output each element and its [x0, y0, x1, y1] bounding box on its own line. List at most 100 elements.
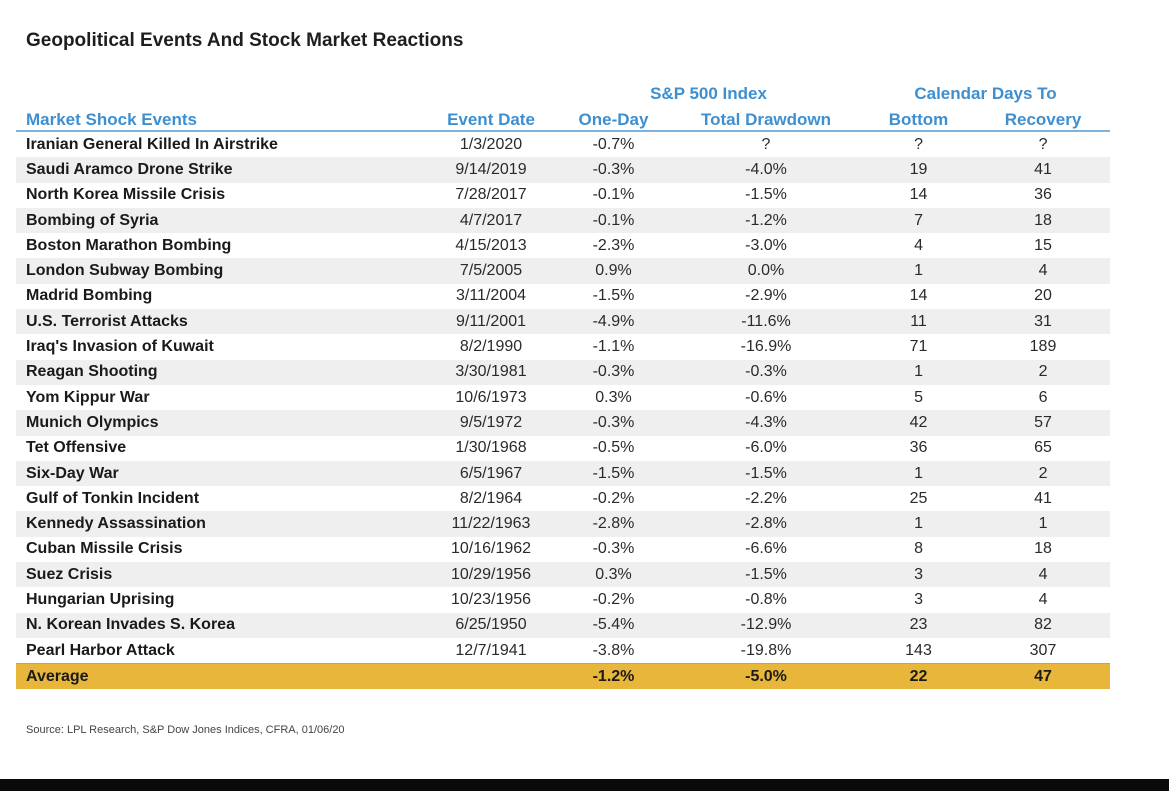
- event-date: 8/2/1990: [459, 338, 523, 356]
- one-day-change: -0.5%: [592, 439, 635, 457]
- one-day-change: -0.1%: [556, 207, 671, 234]
- column-header-recovery: Recovery: [976, 104, 1111, 132]
- days-to-bottom: 23: [861, 612, 977, 638]
- days-to-bottom: 36: [909, 439, 928, 457]
- event-date: 10/6/1973: [455, 388, 527, 406]
- one-day-change: -0.3%: [592, 540, 635, 558]
- one-day-change: -0.2%: [592, 489, 635, 507]
- event-date: 4/15/2013: [455, 236, 527, 254]
- table-row: Gulf of Tonkin Incident 8/2/1964 -0.2% -2.2…: [16, 486, 1110, 511]
- event-name: Saudi Aramco Drone Strike: [16, 157, 426, 183]
- days-to-recovery: 41: [1034, 489, 1052, 507]
- events-table: S&P 500 Index Calendar Days To Market Sh…: [16, 80, 1111, 690]
- column-header-one-day: One-Day: [556, 104, 671, 132]
- table-row: Tet Offensive 1/30/1968 -0.5% -6.0% 36 65: [16, 436, 1110, 461]
- days-to-bottom: 7: [861, 207, 977, 234]
- days-to-recovery: 4: [1038, 590, 1048, 608]
- one-day-change: -0.3%: [556, 157, 671, 183]
- days-to-recovery: 41: [976, 157, 1111, 183]
- event-name: Madrid Bombing: [26, 287, 153, 305]
- days-to-recovery: ?: [1038, 135, 1048, 153]
- table-row: Hungarian Uprising 10/23/1956 -0.2% -0.8% 3 4: [16, 587, 1110, 612]
- event-name: Cuban Missile Crisis: [26, 540, 183, 558]
- table-row: Bombing of Syria 4/7/2017 -0.1% -1.2% 7 18: [16, 207, 1111, 234]
- table-row: Reagan Shooting 3/30/1981 -0.3% -0.3% 1 2: [16, 359, 1111, 385]
- days-to-bottom: 5: [914, 388, 923, 406]
- event-date: 8/2/1964: [459, 489, 523, 507]
- total-drawdown: -2.9%: [745, 287, 787, 305]
- days-to-recovery: 1: [976, 511, 1111, 537]
- one-day-change: -3.8%: [592, 641, 635, 659]
- event-date: 10/29/1956: [426, 562, 556, 588]
- event-name: Iranian General Killed In Airstrike: [26, 135, 278, 153]
- one-day-change: 0.3%: [556, 562, 671, 588]
- days-to-bottom: ?: [914, 135, 923, 153]
- total-drawdown: -6.0%: [745, 439, 787, 457]
- days-to-bottom: 14: [909, 186, 928, 204]
- event-name: North Korea Missile Crisis: [26, 186, 226, 204]
- one-day-change: -2.8%: [556, 511, 671, 537]
- days-to-bottom: 1: [861, 460, 977, 487]
- days-to-recovery: 189: [1029, 338, 1057, 356]
- total-drawdown: -4.3%: [671, 410, 862, 436]
- total-drawdown: -0.3%: [671, 359, 862, 385]
- event-name: Reagan Shooting: [16, 359, 426, 385]
- days-to-recovery: 6: [1038, 388, 1048, 406]
- days-to-bottom: 11: [861, 309, 977, 335]
- event-name: U.S. Terrorist Attacks: [16, 309, 426, 335]
- total-drawdown: ?: [761, 135, 771, 153]
- days-to-recovery: 2: [976, 359, 1111, 385]
- one-day-change: -0.1%: [592, 186, 635, 204]
- table-row: North Korea Missile Crisis 7/28/2017 -0.1%…: [16, 183, 1110, 208]
- days-to-bottom: 4: [914, 236, 923, 254]
- group-header-calendar-days: Calendar Days To: [914, 84, 1057, 103]
- bottom-black-bar: [0, 779, 1169, 791]
- average-label: Average: [16, 663, 426, 690]
- source-note: Source: LPL Research, S&P Dow Jones Indi…: [26, 724, 345, 736]
- column-header-row: Market Shock Events Event Date One-Day T…: [16, 104, 1111, 132]
- events-table-container: S&P 500 Index Calendar Days To Market Sh…: [16, 80, 1111, 690]
- days-to-recovery: 36: [1034, 186, 1052, 204]
- total-drawdown: -0.8%: [745, 590, 787, 608]
- total-drawdown: -1.2%: [671, 207, 862, 234]
- average-one-day: -1.2%: [556, 663, 671, 690]
- event-date: 9/11/2001: [426, 309, 556, 335]
- event-name: Suez Crisis: [16, 562, 426, 588]
- total-drawdown: -6.6%: [745, 540, 787, 558]
- group-header-sp500: S&P 500 Index: [650, 84, 767, 103]
- group-header-spacer: [426, 80, 556, 104]
- event-date: 1/3/2020: [459, 135, 523, 153]
- days-to-bottom: 19: [861, 157, 977, 183]
- table-row: Yom Kippur War 10/6/1973 0.3% -0.6% 5 6: [16, 385, 1110, 410]
- days-to-recovery: 65: [1034, 439, 1052, 457]
- table-row: Madrid Bombing 3/11/2004 -1.5% -2.9% 14 20: [16, 284, 1110, 309]
- table-row: Munich Olympics 9/5/1972 -0.3% -4.3% 42 57: [16, 410, 1111, 436]
- days-to-recovery: 307: [1029, 641, 1057, 659]
- event-name: Kennedy Assassination: [16, 511, 426, 537]
- days-to-bottom: 14: [909, 287, 928, 305]
- total-drawdown: -16.9%: [740, 338, 792, 356]
- total-drawdown: -1.5%: [671, 460, 862, 487]
- average-bottom: 22: [861, 663, 977, 690]
- table-row: Iraq's Invasion of Kuwait 8/2/1990 -1.1% -1…: [16, 334, 1110, 359]
- table-row: Iranian General Killed In Airstrike 1/3/2…: [16, 131, 1110, 157]
- total-drawdown: -11.6%: [671, 309, 862, 335]
- event-date: 6/5/1967: [426, 460, 556, 487]
- event-date: 6/25/1950: [426, 612, 556, 638]
- days-to-bottom: 3: [861, 562, 977, 588]
- table-row: Suez Crisis 10/29/1956 0.3% -1.5% 3 4: [16, 562, 1111, 588]
- event-date: 12/7/1941: [455, 641, 527, 659]
- days-to-recovery: 4: [976, 562, 1111, 588]
- average-row: Average -1.2% -5.0% 22 47: [16, 663, 1111, 690]
- event-date: 7/28/2017: [455, 186, 527, 204]
- one-day-change: -0.3%: [556, 359, 671, 385]
- event-name: Tet Offensive: [26, 439, 127, 457]
- total-drawdown: -1.5%: [671, 562, 862, 588]
- one-day-change: -1.5%: [556, 460, 671, 487]
- event-name: Six-Day War: [16, 460, 426, 487]
- event-date: 10/16/1962: [450, 540, 532, 558]
- one-day-change: -0.7%: [592, 135, 635, 153]
- column-header-total-drawdown: Total Drawdown: [671, 104, 862, 132]
- total-drawdown: 0.0%: [671, 258, 862, 284]
- event-name: Yom Kippur War: [26, 388, 150, 406]
